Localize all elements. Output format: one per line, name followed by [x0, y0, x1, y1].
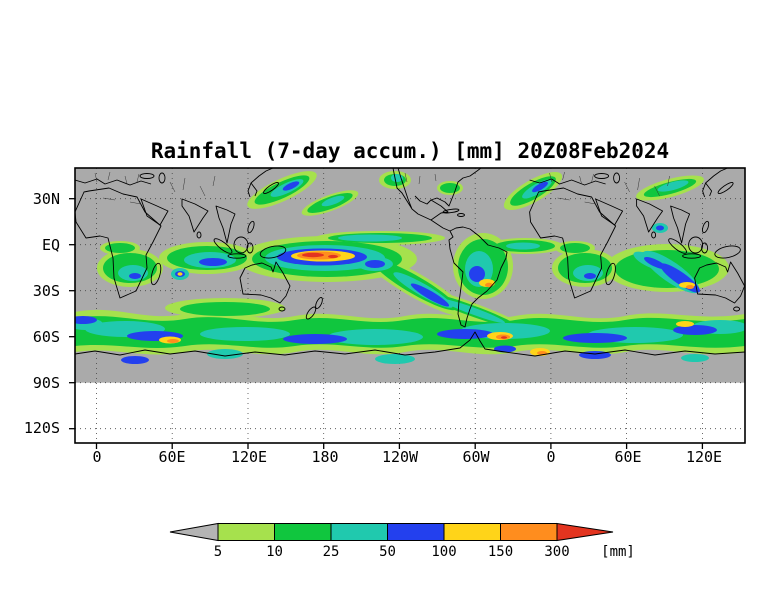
- legend-arrow-right: [556, 522, 614, 542]
- legend-segment: [443, 523, 501, 541]
- legend-value: 10: [266, 544, 283, 560]
- x-axis-label: 0: [546, 448, 556, 466]
- x-axis-label: 60W: [462, 448, 490, 466]
- x-axis-label: 60E: [614, 448, 642, 466]
- world-rainfall-map: [69, 167, 746, 449]
- legend-value: 150: [488, 544, 513, 560]
- coastlines-layer: [75, 168, 745, 357]
- x-axis-label: 120E: [685, 448, 723, 466]
- color-legend: 5 10 25 50 100 150 300 [mm]: [169, 522, 635, 560]
- legend-segment: [500, 523, 558, 541]
- y-axis-label: EQ: [41, 236, 60, 254]
- antarctica-coast: [75, 331, 745, 357]
- y-axis-label: 30S: [32, 282, 60, 300]
- legend-segment: [274, 523, 332, 541]
- legend-value: 5: [214, 544, 222, 560]
- legend-segment: [217, 523, 275, 541]
- legend-segment: [330, 523, 388, 541]
- x-axis-label: 60E: [158, 448, 186, 466]
- x-axis-label: 180: [311, 448, 339, 466]
- y-axis-label: 90S: [32, 374, 60, 392]
- legend-unit-label: [mm]: [601, 544, 635, 560]
- y-axis-label: 120S: [23, 419, 60, 437]
- rainfall-layer: [75, 171, 745, 364]
- legend-value: 300: [544, 544, 569, 560]
- legend-value: 50: [379, 544, 396, 560]
- x-axis-label: 120E: [230, 448, 268, 466]
- y-axis-label: 30N: [32, 190, 60, 208]
- y-axis-label: 60S: [32, 328, 60, 346]
- americas: [392, 168, 508, 328]
- legend-value: 25: [323, 544, 340, 560]
- legend-arrow-left: [169, 522, 219, 542]
- x-axis-label: 0: [92, 448, 102, 466]
- legend-value: 100: [431, 544, 456, 560]
- x-axis-label: 120W: [381, 448, 419, 466]
- map-frame: [69, 167, 746, 449]
- legend-segment: [387, 523, 445, 541]
- chart-title: Rainfall (7-day accum.) [mm] 20Z08Feb202…: [150, 139, 670, 163]
